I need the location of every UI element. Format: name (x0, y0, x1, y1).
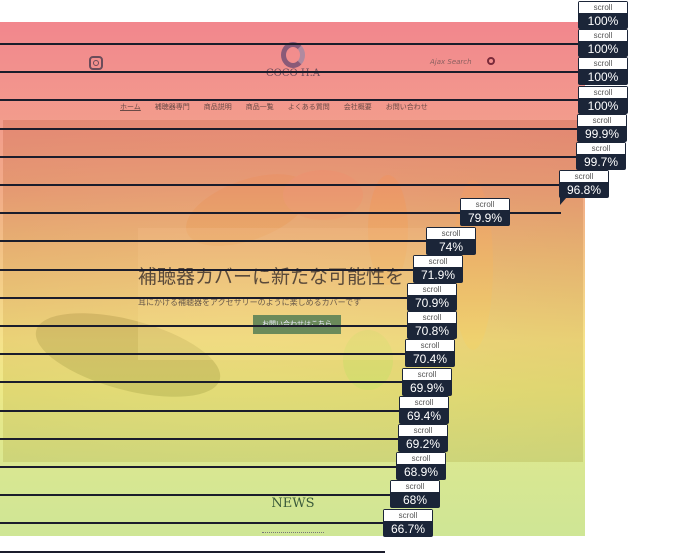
hero-subtitle: 耳にかける補聴器をアクセサリーのように楽しめるカバーです (138, 298, 362, 307)
scroll-label-text: scroll (579, 87, 627, 98)
nav-item[interactable]: よくある質問 (287, 103, 330, 111)
scroll-depth-label: scroll 100% (578, 86, 628, 114)
scroll-percent: 99.9% (584, 127, 620, 141)
scroll-depth-label: scroll 100% (578, 1, 628, 29)
main-nav: ホーム 補聴器専門 商品説明 商品一覧 よくある質問 会社概要 お問い合わせ (120, 102, 428, 112)
scroll-label-text: scroll (579, 30, 627, 41)
nav-item[interactable]: 補聴器専門 (154, 103, 190, 111)
scroll-depth-label: scroll 100% (578, 57, 628, 85)
nav-item[interactable]: お問い合わせ (385, 103, 428, 111)
scroll-percent: 100% (587, 70, 619, 84)
logo-icon[interactable] (281, 42, 305, 68)
scroll-percent: 100% (587, 42, 619, 56)
nav-item[interactable]: 商品一覧 (245, 103, 274, 111)
nav-item[interactable]: ホーム (120, 103, 141, 111)
news-heading: NEWS (271, 496, 315, 511)
scroll-label-text: scroll (579, 58, 627, 69)
scroll-depth-label: scroll 100% (578, 29, 628, 57)
contact-button[interactable]: お問い合わせはこちら (253, 315, 341, 334)
nav-item[interactable]: 商品説明 (203, 103, 232, 111)
scroll-percent: 100% (587, 99, 619, 113)
logo-text[interactable]: COCO H.A (266, 68, 320, 79)
scroll-heatmap-overlay (0, 22, 585, 536)
scroll-percent: 100% (587, 14, 619, 28)
hero-title: 補聴器カバーに新たな可能性を (138, 266, 405, 288)
instagram-icon[interactable] (89, 56, 103, 70)
scroll-label-text: scroll (578, 115, 626, 126)
search-input[interactable]: Ajax Search (430, 58, 472, 66)
nav-item[interactable]: 会社概要 (343, 103, 372, 111)
news-divider (262, 532, 324, 533)
search-icon[interactable] (487, 57, 495, 65)
scroll-label-text: scroll (579, 2, 627, 13)
